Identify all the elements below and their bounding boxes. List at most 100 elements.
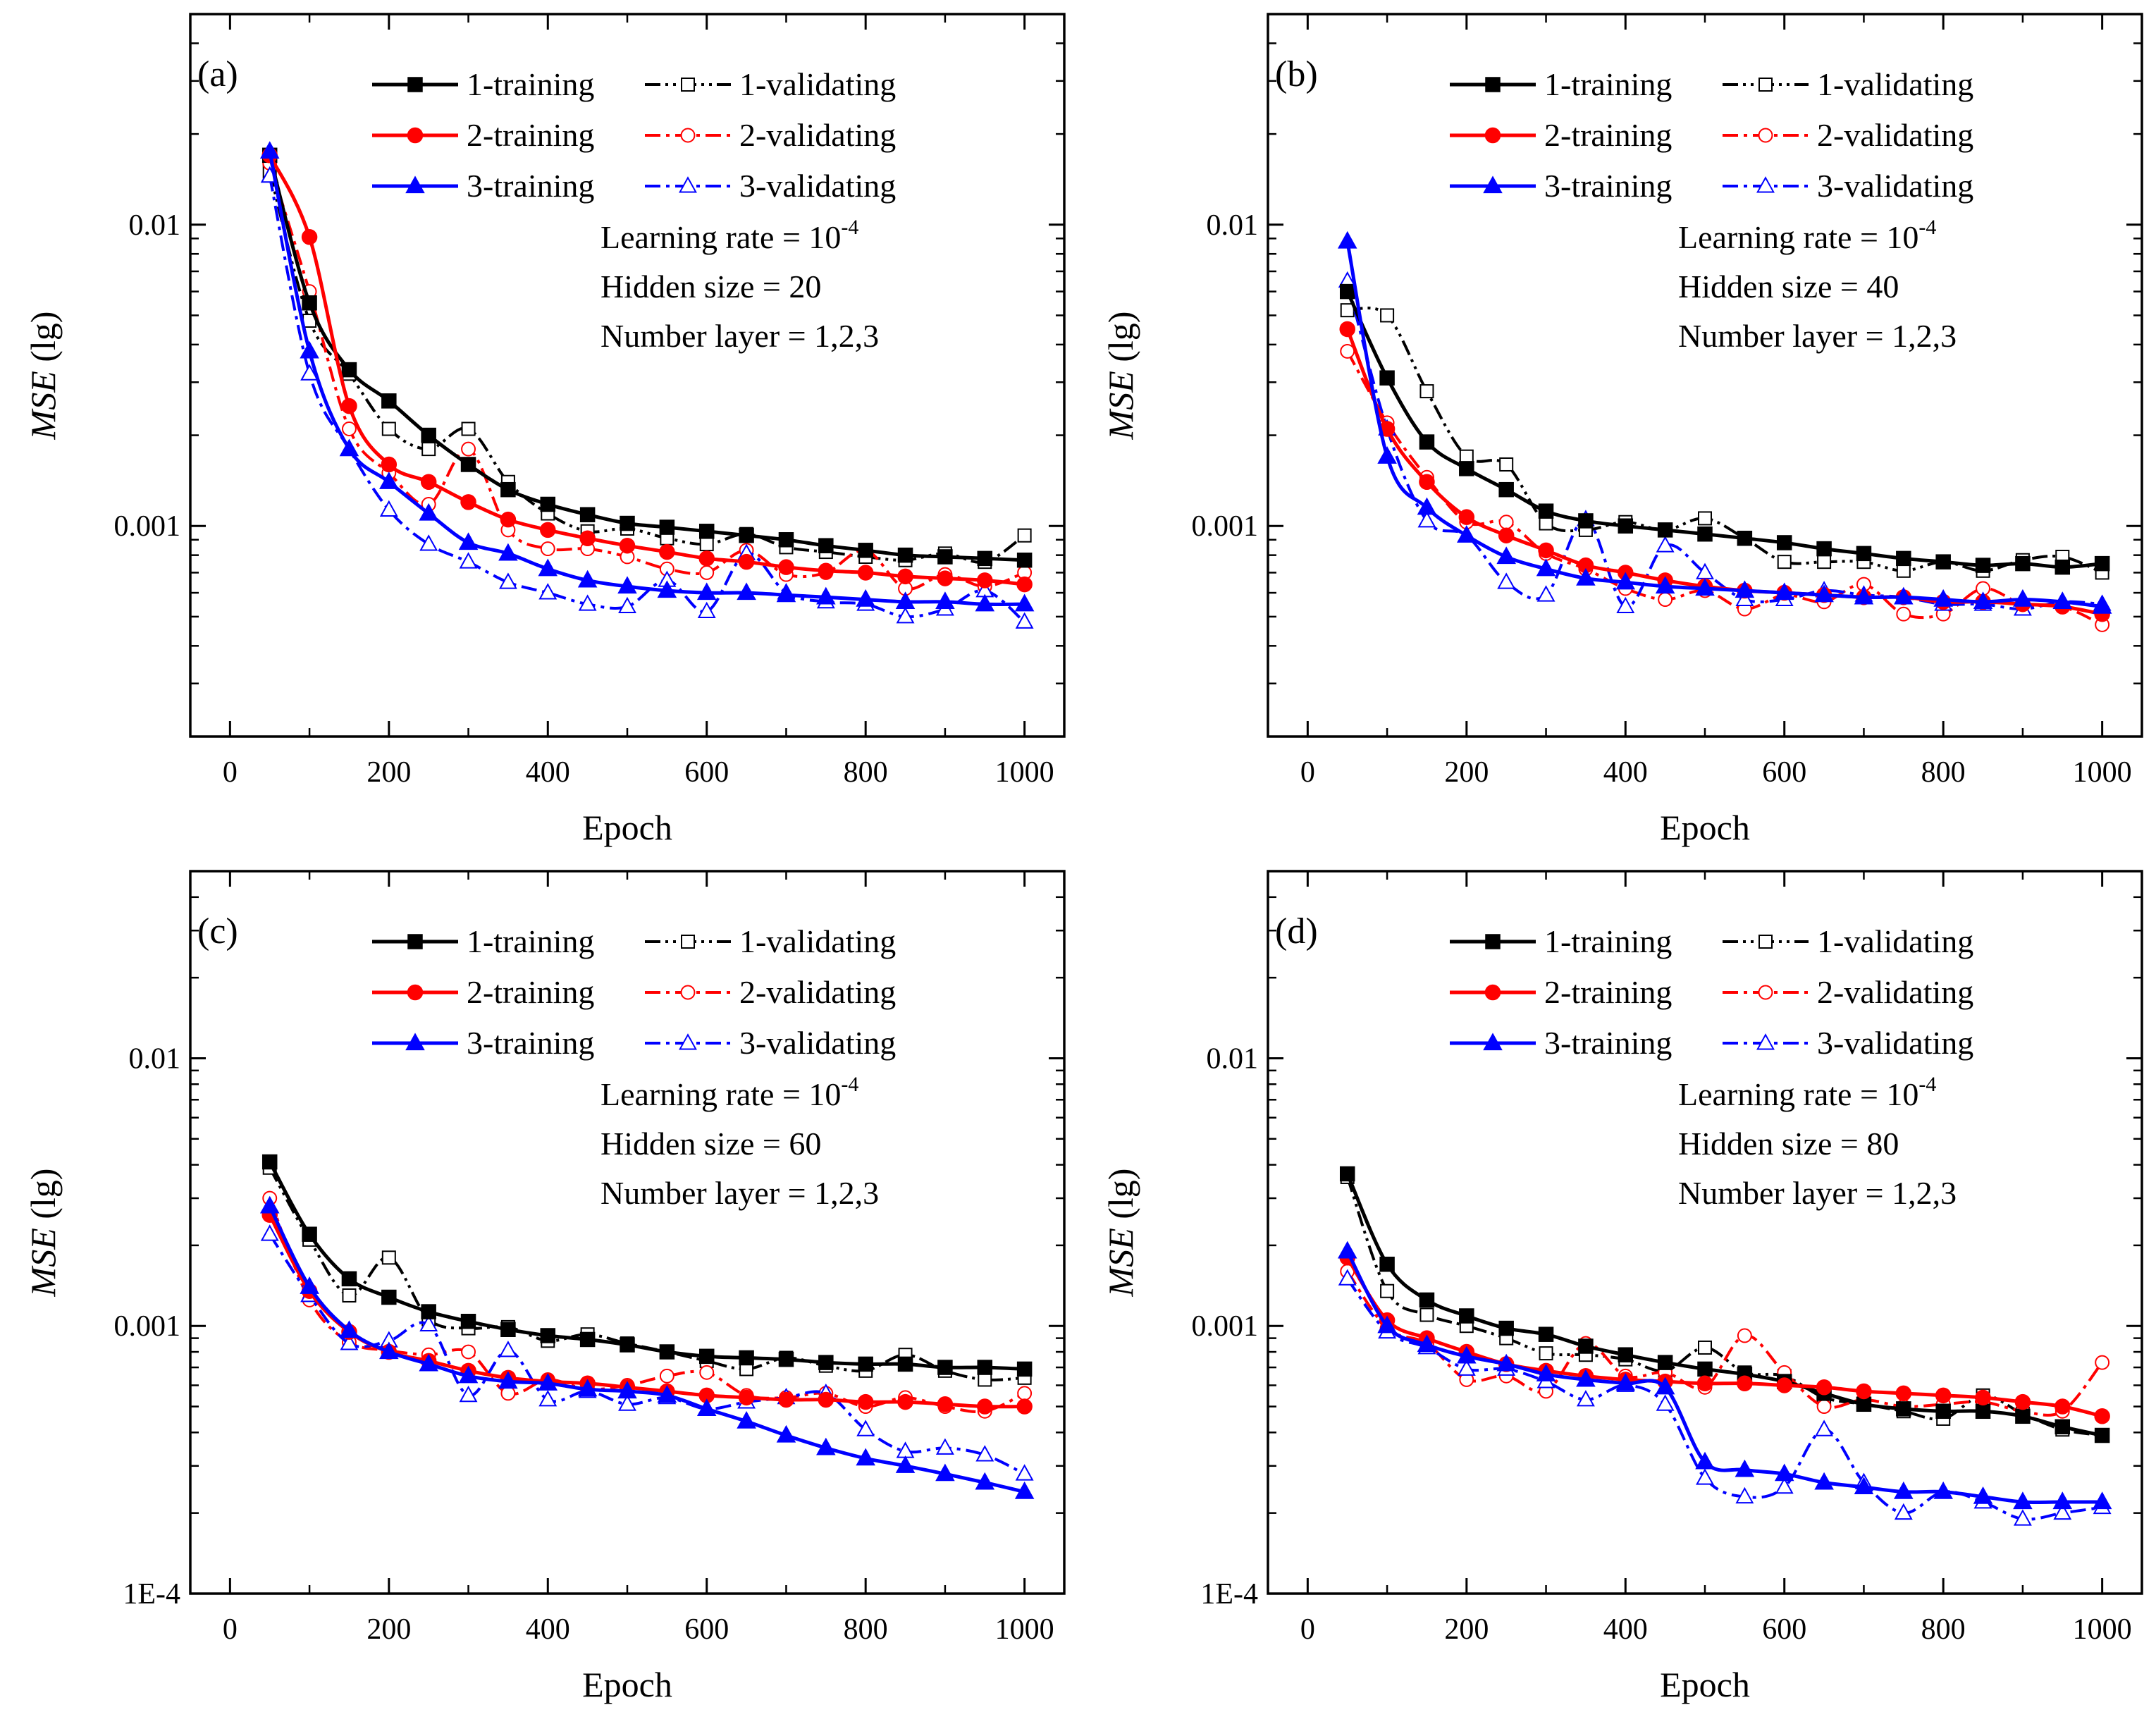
data-point-3-validating [1015,612,1034,629]
data-point-1-training [421,427,436,443]
data-point-3-training [2092,1491,2112,1510]
data-point-1-training [739,1350,754,1366]
data-point-3-training [1576,1369,1596,1387]
data-point-1-training [1657,1355,1673,1370]
data-point-3-validating [498,572,517,589]
data-point-3-training [2013,1491,2033,1510]
x-tick-label: 800 [844,756,888,789]
series-1-training [1339,283,2110,575]
data-point-1-training [421,1304,436,1319]
y-axis-label-unit: (lg) [1101,1169,1140,1229]
data-point-2-validating [659,1368,674,1384]
data-point-2-training [1737,1375,1753,1392]
data-point-3-training [419,503,438,521]
data-point-2-training [1816,1379,1832,1396]
x-tick-label: 0 [223,756,238,789]
data-point-3-training [259,1195,280,1214]
legend: 1-training 1-validating 2-training 2-valida… [1450,923,1973,1061]
data-point-2-training [698,550,715,567]
data-point-1-validating [1499,457,1514,472]
panel-label: (b) [1275,54,1318,94]
plot-frame [1267,13,2143,738]
data-point-1-training [500,481,516,498]
data-point-1-validating [1340,303,1355,318]
data-point-1-training [1935,1403,1951,1420]
annotation-number-layer: Number layer = 1,2,3 [1678,1175,1957,1211]
data-point-1-training [858,543,873,558]
y-tick-label: 0.01 [1207,1042,1259,1075]
legend-marker-3-validating [679,176,697,193]
data-point-3-validating [1696,1468,1714,1485]
data-point-3-training [1536,1364,1556,1381]
data-point-3-validating [2013,1509,2032,1526]
annotation-lr-base: Learning rate = 10 [1678,1076,1918,1112]
data-point-2-training [738,553,755,570]
series-line-1-training [268,154,1025,562]
data-point-1-validating [978,1372,992,1387]
y-tick-label: 1E-4 [1200,1578,1258,1611]
data-point-1-training [1856,1396,1872,1412]
data-point-1-validating [1698,511,1712,526]
series-line-2-training [268,154,1025,586]
y-axis-label: MSE (lg) [1101,1169,1140,1298]
data-point-3-validating [2053,1503,2072,1520]
data-point-2-training [341,398,357,414]
legend-marker-1-validating [681,935,695,949]
x-tick-label: 200 [366,756,411,789]
y-tick-label: 0.001 [1192,510,1259,543]
data-point-3-validating [1815,1420,1834,1436]
legend-marker-1-validating [681,78,695,92]
data-point-1-training [540,496,556,512]
data-point-1-training [1459,1308,1474,1324]
data-point-3-training [816,1437,836,1455]
legend-label-2-validating: 2-validating [1817,974,1973,1010]
y-axis-label-unit: (lg) [1101,312,1140,371]
data-point-3-validating [697,601,716,619]
data-point-1-training [1339,283,1355,300]
legend-marker-3-training [405,176,425,194]
data-point-1-validating [381,421,396,436]
data-point-2-validating [342,421,357,436]
data-point-1-training [341,1271,357,1287]
data-point-2-validating [500,1386,516,1401]
data-point-3-validating [1894,1503,1913,1520]
x-tick-label: 400 [1603,1613,1648,1646]
data-point-2-training [301,229,318,245]
data-point-3-validating [260,1224,279,1241]
chart-c-svg: 0 200 400 600 800 1000 1E-4 0.001 0.01 Epoch MSE (… [23,870,1066,1704]
y-axis-label: MSE (lg) [23,1169,63,1298]
y-axis-label-var: MSE [23,1228,63,1297]
data-point-1-training [2094,1427,2110,1443]
annotation-number-layer: Number layer = 1,2,3 [600,318,879,354]
annotation-hidden-size: Hidden size = 60 [600,1126,821,1162]
legend-marker-1-validating [1758,78,1773,92]
data-point-3-validating [419,1314,438,1332]
data-point-3-training [458,1365,479,1384]
data-point-1-training [2055,1419,2071,1435]
plot-frame [189,13,1066,738]
data-point-3-training [259,141,280,159]
data-point-3-validating [1656,536,1675,553]
data-point-3-training [1933,1481,1953,1499]
data-point-3-training [696,582,717,601]
data-point-3-validating [1497,572,1516,589]
data-point-2-validating [2095,1355,2110,1370]
data-point-1-training [858,1356,873,1372]
data-point-3-training [895,1455,916,1473]
data-point-3-validating [1015,1464,1034,1481]
legend-marker-3-training [1483,176,1503,194]
series-2-training [1339,1250,2110,1424]
x-tick-label: 1000 [995,756,1054,789]
data-point-1-training [1498,481,1514,498]
data-point-1-validating [342,1288,357,1303]
data-point-3-training [1417,497,1437,515]
data-point-3-training [1615,572,1636,590]
x-tick-label: 0 [223,1613,238,1646]
data-point-3-validating [1457,1359,1476,1376]
data-point-3-training [1014,1481,1035,1499]
series-2-training [261,1207,1033,1415]
data-point-2-validating [1737,1328,1752,1343]
x-tick-label: 200 [366,1613,411,1646]
data-point-3-training [379,1341,399,1360]
